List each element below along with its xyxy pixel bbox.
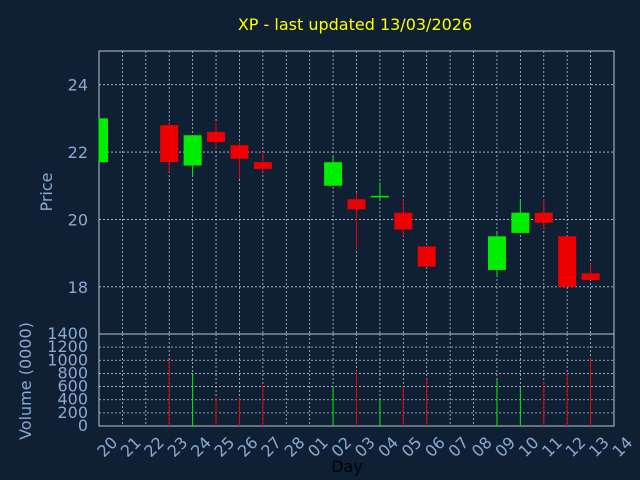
candle-body xyxy=(253,162,272,169)
candle-body xyxy=(160,125,179,163)
price-tick-label: 18 xyxy=(68,278,88,297)
volume-tick-label: 0 xyxy=(78,416,88,435)
volume-tick-label: 200 xyxy=(57,403,88,422)
candle-body xyxy=(99,118,108,163)
price-tick-label: 22 xyxy=(68,143,88,162)
volume-bars xyxy=(168,357,592,426)
candle-body xyxy=(558,236,577,287)
candle-body xyxy=(230,145,249,159)
volume-tick-label: 400 xyxy=(57,390,88,409)
price-axis-label: Price xyxy=(37,172,56,211)
candle-body xyxy=(394,212,413,230)
volume-tick-label: 800 xyxy=(57,363,88,382)
volume-axis-label: Volume (0000) xyxy=(16,322,35,440)
candle-body xyxy=(534,212,553,223)
candle-body xyxy=(581,273,600,281)
candle-body xyxy=(487,236,506,270)
x-axis-label: Day xyxy=(331,457,363,476)
candle-body xyxy=(511,212,530,233)
price-tick-label: 20 xyxy=(68,210,88,229)
candles xyxy=(98,118,600,287)
volume-tick-label: 1200 xyxy=(47,337,88,356)
candle-body xyxy=(207,131,226,142)
volume-tick-label: 600 xyxy=(57,377,88,396)
price-tick-label: 24 xyxy=(68,76,88,95)
x-tick-label: 14 xyxy=(608,433,636,461)
volume-tick-label: 1000 xyxy=(47,350,88,369)
volume-tick-label: 1400 xyxy=(47,324,88,343)
candle-body xyxy=(324,162,343,186)
candle-body xyxy=(417,246,436,267)
candle-body xyxy=(347,199,366,210)
candle-body xyxy=(370,195,389,198)
axis-labels: 1820222402004006008001000120014002021222… xyxy=(47,76,636,461)
chart-title: XP - last updated 13/03/2026 xyxy=(238,15,472,34)
candle-body xyxy=(183,135,202,166)
